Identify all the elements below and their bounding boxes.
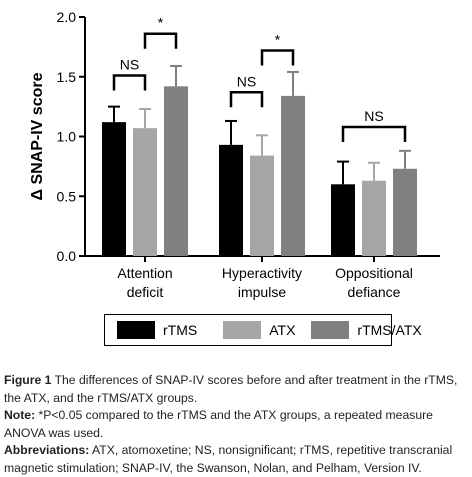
significance-bracket [229, 91, 264, 108]
significance-label: NS [364, 108, 383, 124]
legend-item-atx: ATX [223, 321, 295, 339]
significance-bracket [143, 32, 178, 49]
x-tick-label: defiance [348, 284, 401, 300]
caption-figure-line: Figure 1 The differences of SNAP-IV scor… [4, 372, 464, 407]
x-tick-label: deficit [127, 284, 164, 300]
bar-rtms [219, 144, 243, 256]
x-tick-label: impulse [238, 284, 286, 300]
bar-rtms-atx [393, 168, 417, 256]
caption-figure-text: The differences of SNAP-IV scores before… [4, 373, 458, 405]
significance-bracket [341, 125, 407, 142]
caption-note-label: Note: [4, 408, 36, 422]
legend-label-atx: ATX [269, 322, 296, 338]
legend-swatch-rtms [117, 321, 155, 339]
chart-legend: rTMS ATX rTMS/ATX [104, 314, 422, 346]
bar-atx [133, 128, 157, 256]
bar-atx [362, 180, 386, 256]
caption-note-text: *P<0.05 compared to the rTMS and the ATX… [4, 408, 433, 440]
y-axis-label: Δ SNAP-IV score [29, 72, 46, 200]
bar-rtms [102, 122, 126, 256]
significance-label: NS [120, 57, 139, 73]
y-tick-label: 1.0 [57, 129, 77, 145]
x-tick-label: Oppositional [335, 265, 413, 281]
legend-item-rtms: rTMS [117, 321, 197, 339]
y-tick-label: 2.0 [57, 9, 77, 25]
y-tick-label: 1.5 [57, 69, 77, 85]
bar-atx [250, 155, 274, 256]
legend-swatch-atx [223, 321, 262, 339]
significance-label: * [158, 15, 164, 31]
figure-caption: Figure 1 The differences of SNAP-IV scor… [4, 372, 464, 477]
bar-chart: 0.0 0.5 1.0 1.5 2.0 Δ SNAP-IV score Attention d… [29, 9, 440, 300]
significance-bracket [112, 74, 147, 91]
significance-bracket [260, 49, 295, 66]
bar-rtms-atx [281, 95, 305, 257]
caption-figure-label: Figure 1 [4, 373, 52, 387]
caption-note-line: Note: *P<0.05 compared to the rTMS and t… [4, 407, 464, 442]
caption-abbr-text: ATX, atomoxetine; NS, nonsignificant; rT… [4, 443, 453, 475]
legend-label-rtms-atx: rTMS/ATX [357, 322, 422, 338]
legend-label-rtms: rTMS [163, 322, 198, 338]
x-tick-label: Hyperactivity [222, 265, 302, 281]
significance-label: NS [237, 73, 256, 89]
y-tick-label: 0.0 [57, 248, 77, 264]
legend-swatch-rtms-atx [311, 321, 350, 339]
caption-abbr-line: Abbreviations: ATX, atomoxetine; NS, non… [4, 442, 464, 477]
legend-item-rtms-atx: rTMS/ATX [311, 321, 422, 339]
y-tick-label: 0.5 [57, 188, 77, 204]
x-tick-label: Attention [117, 265, 172, 281]
significance-label: * [275, 31, 281, 47]
caption-abbr-label: Abbreviations: [4, 443, 90, 457]
bar-rtms-atx [164, 86, 188, 256]
bar-rtms [331, 184, 355, 256]
